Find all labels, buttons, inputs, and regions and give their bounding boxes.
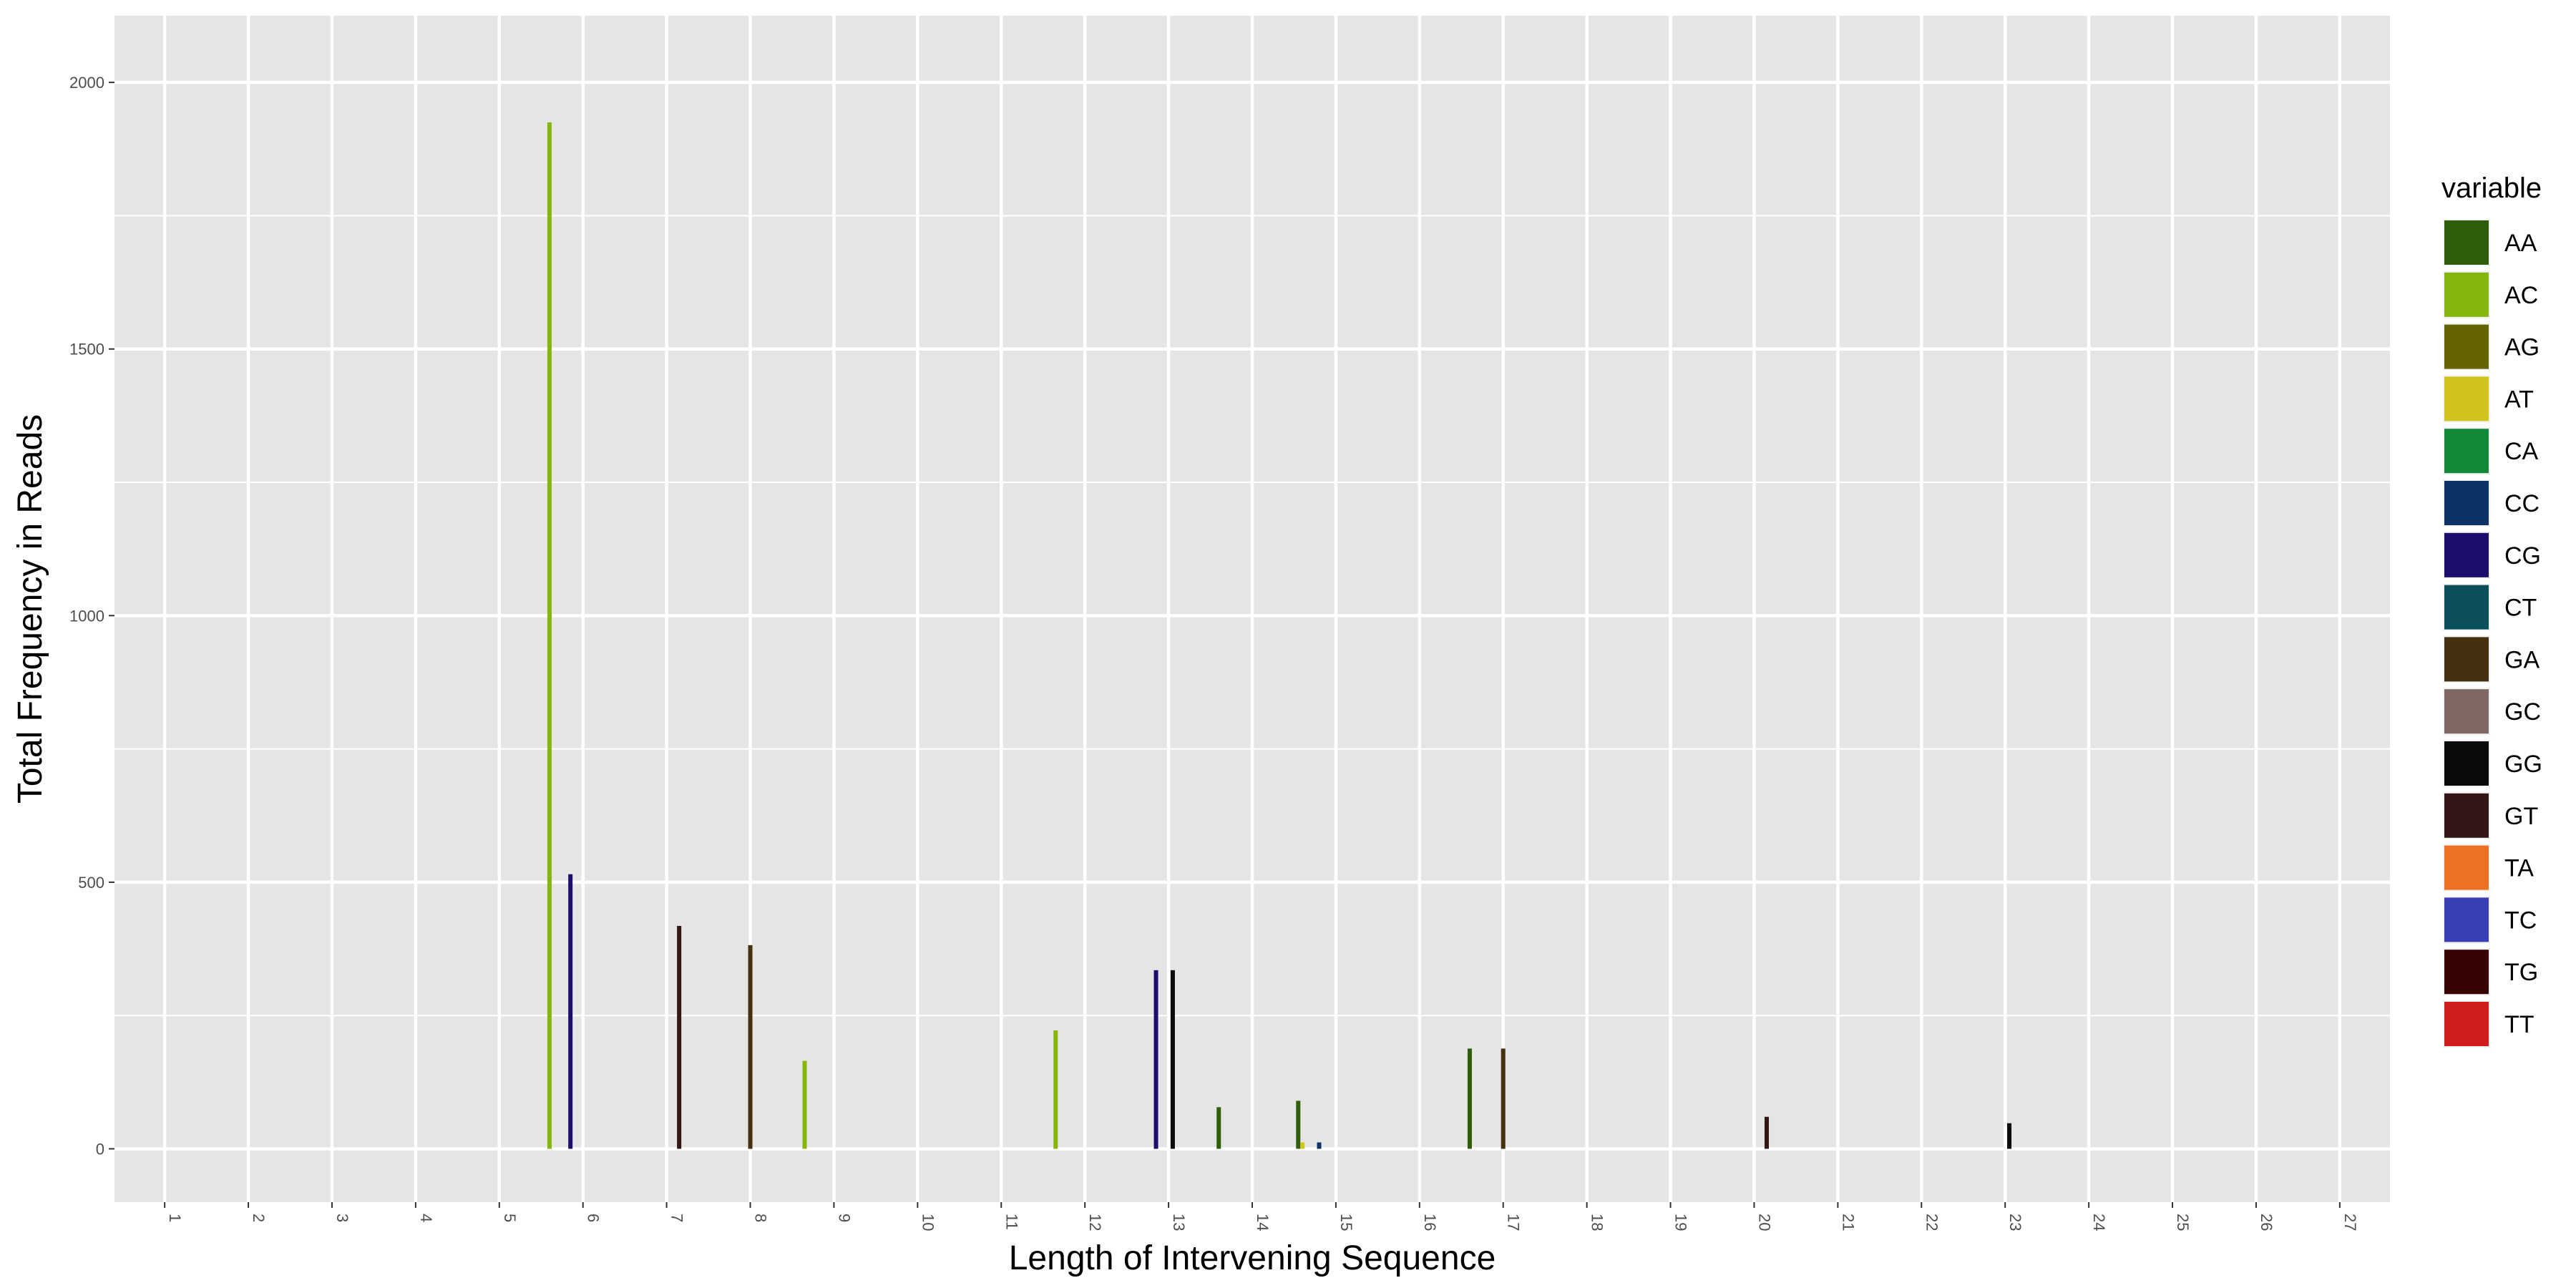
legend-label-GG: GG	[2504, 751, 2542, 778]
x-tick-label: 4	[417, 1214, 435, 1222]
x-tick-label: 18	[1589, 1214, 1606, 1231]
x-tick-label: 20	[1755, 1214, 1773, 1231]
legend-swatch-AG	[2444, 324, 2489, 369]
bar-AC-9	[802, 1060, 807, 1149]
bar-GT-7	[677, 926, 682, 1149]
legend-label-CA: CA	[2504, 438, 2539, 465]
grid-major	[114, 16, 2390, 1202]
legend-label-AG: AG	[2504, 334, 2540, 361]
y-tick-label: 500	[78, 874, 104, 892]
x-tick-label: 13	[1170, 1214, 1188, 1231]
x-axis-title: Length of Intervening Sequence	[1009, 1239, 1496, 1277]
legend-swatch-CT	[2444, 585, 2489, 630]
x-tick-label: 9	[835, 1214, 853, 1222]
legend-swatch-TT	[2444, 1002, 2489, 1046]
legend-swatch-TA	[2444, 845, 2489, 890]
bar-AA-15	[1296, 1101, 1301, 1149]
y-tick-label: 1000	[69, 607, 104, 625]
y-tick-label: 2000	[69, 74, 104, 92]
x-tick-label: 15	[1337, 1214, 1355, 1231]
x-tick-label: 10	[919, 1214, 937, 1231]
legend-label-TC: TC	[2504, 907, 2537, 934]
x-tick-label: 27	[2341, 1214, 2359, 1231]
legend-swatch-AT	[2444, 376, 2489, 421]
bar-GG-13	[1170, 970, 1175, 1149]
legend-label-GC: GC	[2504, 698, 2541, 726]
y-tick-label: 0	[96, 1140, 104, 1158]
bars	[547, 122, 2012, 1149]
x-tick-label: 2	[250, 1214, 268, 1222]
bar-AC-6	[547, 122, 552, 1149]
x-tick-label: 25	[2174, 1214, 2192, 1231]
x-tick-label: 21	[1839, 1214, 1857, 1231]
bar-CG-13	[1153, 970, 1158, 1149]
x-tick-label: 26	[2258, 1214, 2275, 1231]
x-tick-label: 23	[2006, 1214, 2024, 1231]
x-tick-label: 24	[2090, 1214, 2108, 1231]
legend-swatch-TG	[2444, 950, 2489, 995]
legend-label-CT: CT	[2504, 595, 2537, 622]
bar-GT-20	[1765, 1116, 1770, 1149]
legend-title: variable	[2441, 172, 2542, 204]
legend-swatch-AA	[2444, 220, 2489, 265]
legend-swatch-CA	[2444, 429, 2489, 474]
y-axis-ticks: 0 500 1000 1500 2000	[69, 74, 114, 1158]
bar-AA-14	[1216, 1107, 1221, 1149]
legend-swatch-AC	[2444, 272, 2489, 317]
legend-swatch-GA	[2444, 637, 2489, 682]
legend-label-AC: AC	[2504, 282, 2538, 309]
legend-label-AA: AA	[2504, 230, 2537, 257]
bar-AT-15	[1300, 1142, 1305, 1149]
legend-label-TG: TG	[2504, 959, 2538, 986]
legend-swatch-GG	[2444, 741, 2489, 786]
x-tick-label: 14	[1254, 1214, 1272, 1231]
x-axis-ticks: 1 2 3 4 5 6 7 8 9 10 11 12 13 14 15 16 17 18 19 20 21 22 23 24 2…	[164, 1202, 2359, 1231]
x-tick-label: 19	[1672, 1214, 1690, 1231]
x-tick-label: 5	[501, 1214, 519, 1222]
legend-label-CG: CG	[2504, 542, 2541, 570]
legend-swatch-GT	[2444, 793, 2489, 838]
legend-label-GA: GA	[2504, 646, 2540, 673]
legend-label-AT: AT	[2504, 386, 2534, 413]
x-tick-label: 1	[166, 1214, 184, 1222]
legend-label-CC: CC	[2504, 490, 2540, 517]
legend: variable AA AC AG AT CA CC CG CT GA GC GG GT TA TC TG T…	[2441, 172, 2542, 1048]
legend-swatch-TC	[2444, 897, 2489, 942]
bar-CG-6	[568, 874, 573, 1149]
y-tick-label: 1500	[69, 341, 104, 358]
bar-AC-12	[1053, 1030, 1058, 1149]
legend-swatch-GC	[2444, 689, 2489, 734]
x-tick-label: 17	[1505, 1214, 1523, 1231]
x-tick-label: 12	[1086, 1214, 1104, 1231]
legend-swatch-CC	[2444, 481, 2489, 525]
x-tick-label: 7	[668, 1214, 686, 1222]
legend-swatch-CG	[2444, 532, 2489, 577]
x-tick-label: 16	[1421, 1214, 1439, 1231]
legend-label-GT: GT	[2504, 803, 2538, 830]
bar-GA-17	[1501, 1048, 1506, 1149]
bar-GG-23	[2007, 1123, 2012, 1149]
x-tick-label: 11	[1002, 1214, 1020, 1230]
x-tick-label: 8	[752, 1214, 770, 1222]
y-axis-title: Total Frequency in Reads	[11, 414, 49, 804]
x-tick-label: 3	[333, 1214, 351, 1222]
bar-CC-15	[1317, 1142, 1322, 1149]
legend-label-TT: TT	[2504, 1011, 2534, 1038]
x-tick-label: 6	[585, 1214, 602, 1222]
legend-label-TA: TA	[2504, 855, 2534, 882]
bar-AA-17	[1467, 1048, 1472, 1149]
x-tick-label: 22	[1923, 1214, 1941, 1231]
bar-GA-8	[748, 945, 753, 1149]
